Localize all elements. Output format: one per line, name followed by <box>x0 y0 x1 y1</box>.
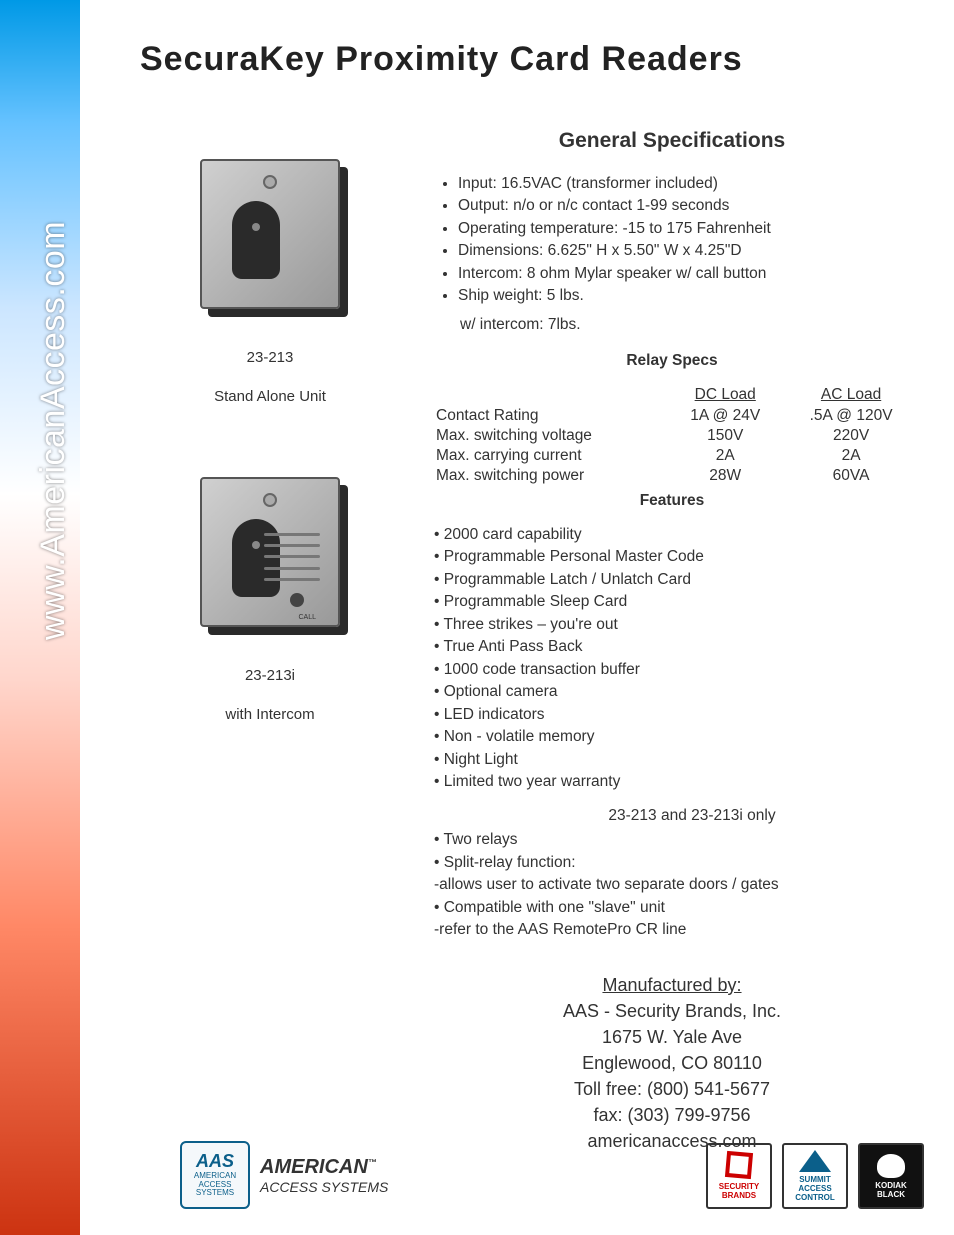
features-list: • 2000 card capability • Programmable Pe… <box>430 524 914 794</box>
security-brands-logo-icon: SECURITY BRANDS <box>706 1143 772 1209</box>
table-cell: 150V <box>662 426 788 446</box>
aas-logo-block: AAS AMERICAN ACCESS SYSTEMS AMERICAN™ AC… <box>180 1141 388 1209</box>
table-cell: Max. switching voltage <box>430 426 662 446</box>
list-item: Ship weight: 5 lbs. <box>458 285 914 307</box>
table-row: Max. carrying current 2A 2A <box>430 446 914 466</box>
manufacturer-block: Manufactured by: AAS - Security Brands, … <box>430 972 914 1155</box>
table-cell: 60VA <box>788 466 914 486</box>
speaker-grille-icon <box>264 529 320 585</box>
relay-specs-heading: Relay Specs <box>430 352 914 370</box>
page-title: SecuraKey Proximity Card Readers <box>140 40 914 79</box>
table-header: AC Load <box>788 384 914 406</box>
product-caption: with Intercom <box>140 706 400 723</box>
summit-logo-icon: SUMMIT ACCESS CONTROL <box>782 1143 848 1209</box>
lock-icon <box>263 493 277 507</box>
list-item: • Two relays <box>430 829 914 851</box>
manufacturer-line: Englewood, CO 80110 <box>430 1050 914 1076</box>
table-cell: Max. switching power <box>430 466 662 486</box>
general-specs-heading: General Specifications <box>430 129 914 153</box>
kodiak-logo-icon: KODIAK BLACK <box>858 1143 924 1209</box>
products-column: 23-213 Stand Alone Unit CALL 23-213i wit… <box>140 129 400 1154</box>
table-row: Max. switching voltage 150V 220V <box>430 426 914 446</box>
product-image-standalone <box>180 149 360 329</box>
relay-specs-table: DC Load AC Load Contact Rating 1A @ 24V … <box>430 384 914 486</box>
manufacturer-line: 1675 W. Yale Ave <box>430 1024 914 1050</box>
features-heading: Features <box>430 492 914 510</box>
product-caption: Stand Alone Unit <box>140 388 400 405</box>
call-button-icon <box>290 593 304 607</box>
table-cell: 2A <box>662 446 788 466</box>
manufacturer-line: Toll free: (800) 541-5677 <box>430 1076 914 1102</box>
table-row: Max. switching power 28W 60VA <box>430 466 914 486</box>
table-cell: 28W <box>662 466 788 486</box>
list-item: • Programmable Latch / Unlatch Card <box>430 569 914 591</box>
manufacturer-line: AAS - Security Brands, Inc. <box>430 998 914 1024</box>
page-content: SecuraKey Proximity Card Readers 23-213 … <box>80 0 954 1235</box>
list-item: Intercom: 8 ohm Mylar speaker w/ call bu… <box>458 263 914 285</box>
table-cell: Max. carrying current <box>430 446 662 466</box>
table-cell: .5A @ 120V <box>788 406 914 426</box>
list-item: • LED indicators <box>430 704 914 726</box>
list-item: • Compatible with one "slave" unit <box>430 897 914 919</box>
aas-wordmark: AMERICAN™ ACCESS SYSTEMS <box>260 1156 388 1195</box>
list-item: • 2000 card capability <box>430 524 914 546</box>
list-item: • True Anti Pass Back <box>430 636 914 658</box>
list-item: • Night Light <box>430 749 914 771</box>
list-item: • Split-relay function: <box>430 852 914 874</box>
reader-icon <box>232 201 280 279</box>
list-item: • Three strikes – you're out <box>430 614 914 636</box>
manufacturer-line: fax: (303) 799-9756 <box>430 1102 914 1128</box>
list-item: Dimensions: 6.625" H x 5.50" W x 4.25"D <box>458 240 914 262</box>
product-model: 23-213i <box>140 667 400 684</box>
manufacturer-heading: Manufactured by: <box>430 972 914 998</box>
table-header: DC Load <box>662 384 788 406</box>
footer-logos: AAS AMERICAN ACCESS SYSTEMS AMERICAN™ AC… <box>180 1141 924 1209</box>
aas-badge-icon: AAS AMERICAN ACCESS SYSTEMS <box>180 1141 250 1209</box>
table-header <box>430 384 662 406</box>
table-cell: Contact Rating <box>430 406 662 426</box>
list-item: • Programmable Sleep Card <box>430 591 914 613</box>
content-columns: 23-213 Stand Alone Unit CALL 23-213i wit… <box>140 129 914 1154</box>
list-item: Output: n/o or n/c contact 1-99 seconds <box>458 195 914 217</box>
table-cell: 1A @ 24V <box>662 406 788 426</box>
list-item: • Optional camera <box>430 681 914 703</box>
table-cell: 220V <box>788 426 914 446</box>
table-row: Contact Rating 1A @ 24V .5A @ 120V <box>430 406 914 426</box>
list-item: Input: 16.5VAC (transformer included) <box>458 173 914 195</box>
specs-column: General Specifications Input: 16.5VAC (t… <box>430 129 914 1154</box>
list-subitem: -refer to the AAS RemotePro CR line <box>430 919 914 941</box>
side-url: www.AmericanAccess.com <box>34 221 73 640</box>
list-item: Operating temperature: -15 to 175 Fahren… <box>458 218 914 240</box>
brand-logos-row: SECURITY BRANDS SUMMIT ACCESS CONTROL KO… <box>706 1143 924 1209</box>
general-specs-list: Input: 16.5VAC (transformer included) Ou… <box>430 173 914 308</box>
list-subitem: -allows user to activate two separate do… <box>430 874 914 896</box>
list-item: • Programmable Personal Master Code <box>430 546 914 568</box>
model-specific-header: 23-213 and 23-213i only <box>430 807 914 825</box>
product-model: 23-213 <box>140 349 400 366</box>
list-item: • Limited two year warranty <box>430 771 914 793</box>
table-row: DC Load AC Load <box>430 384 914 406</box>
product-image-intercom: CALL <box>180 467 360 647</box>
model-specific-list: • Two relays • Split-relay function: -al… <box>430 829 914 941</box>
lock-icon <box>263 175 277 189</box>
list-item: • Non - volatile memory <box>430 726 914 748</box>
call-label: CALL <box>298 614 316 621</box>
table-cell: 2A <box>788 446 914 466</box>
list-item: • 1000 code transaction buffer <box>430 659 914 681</box>
ship-weight-intercom: w/ intercom: 7lbs. <box>430 316 914 334</box>
